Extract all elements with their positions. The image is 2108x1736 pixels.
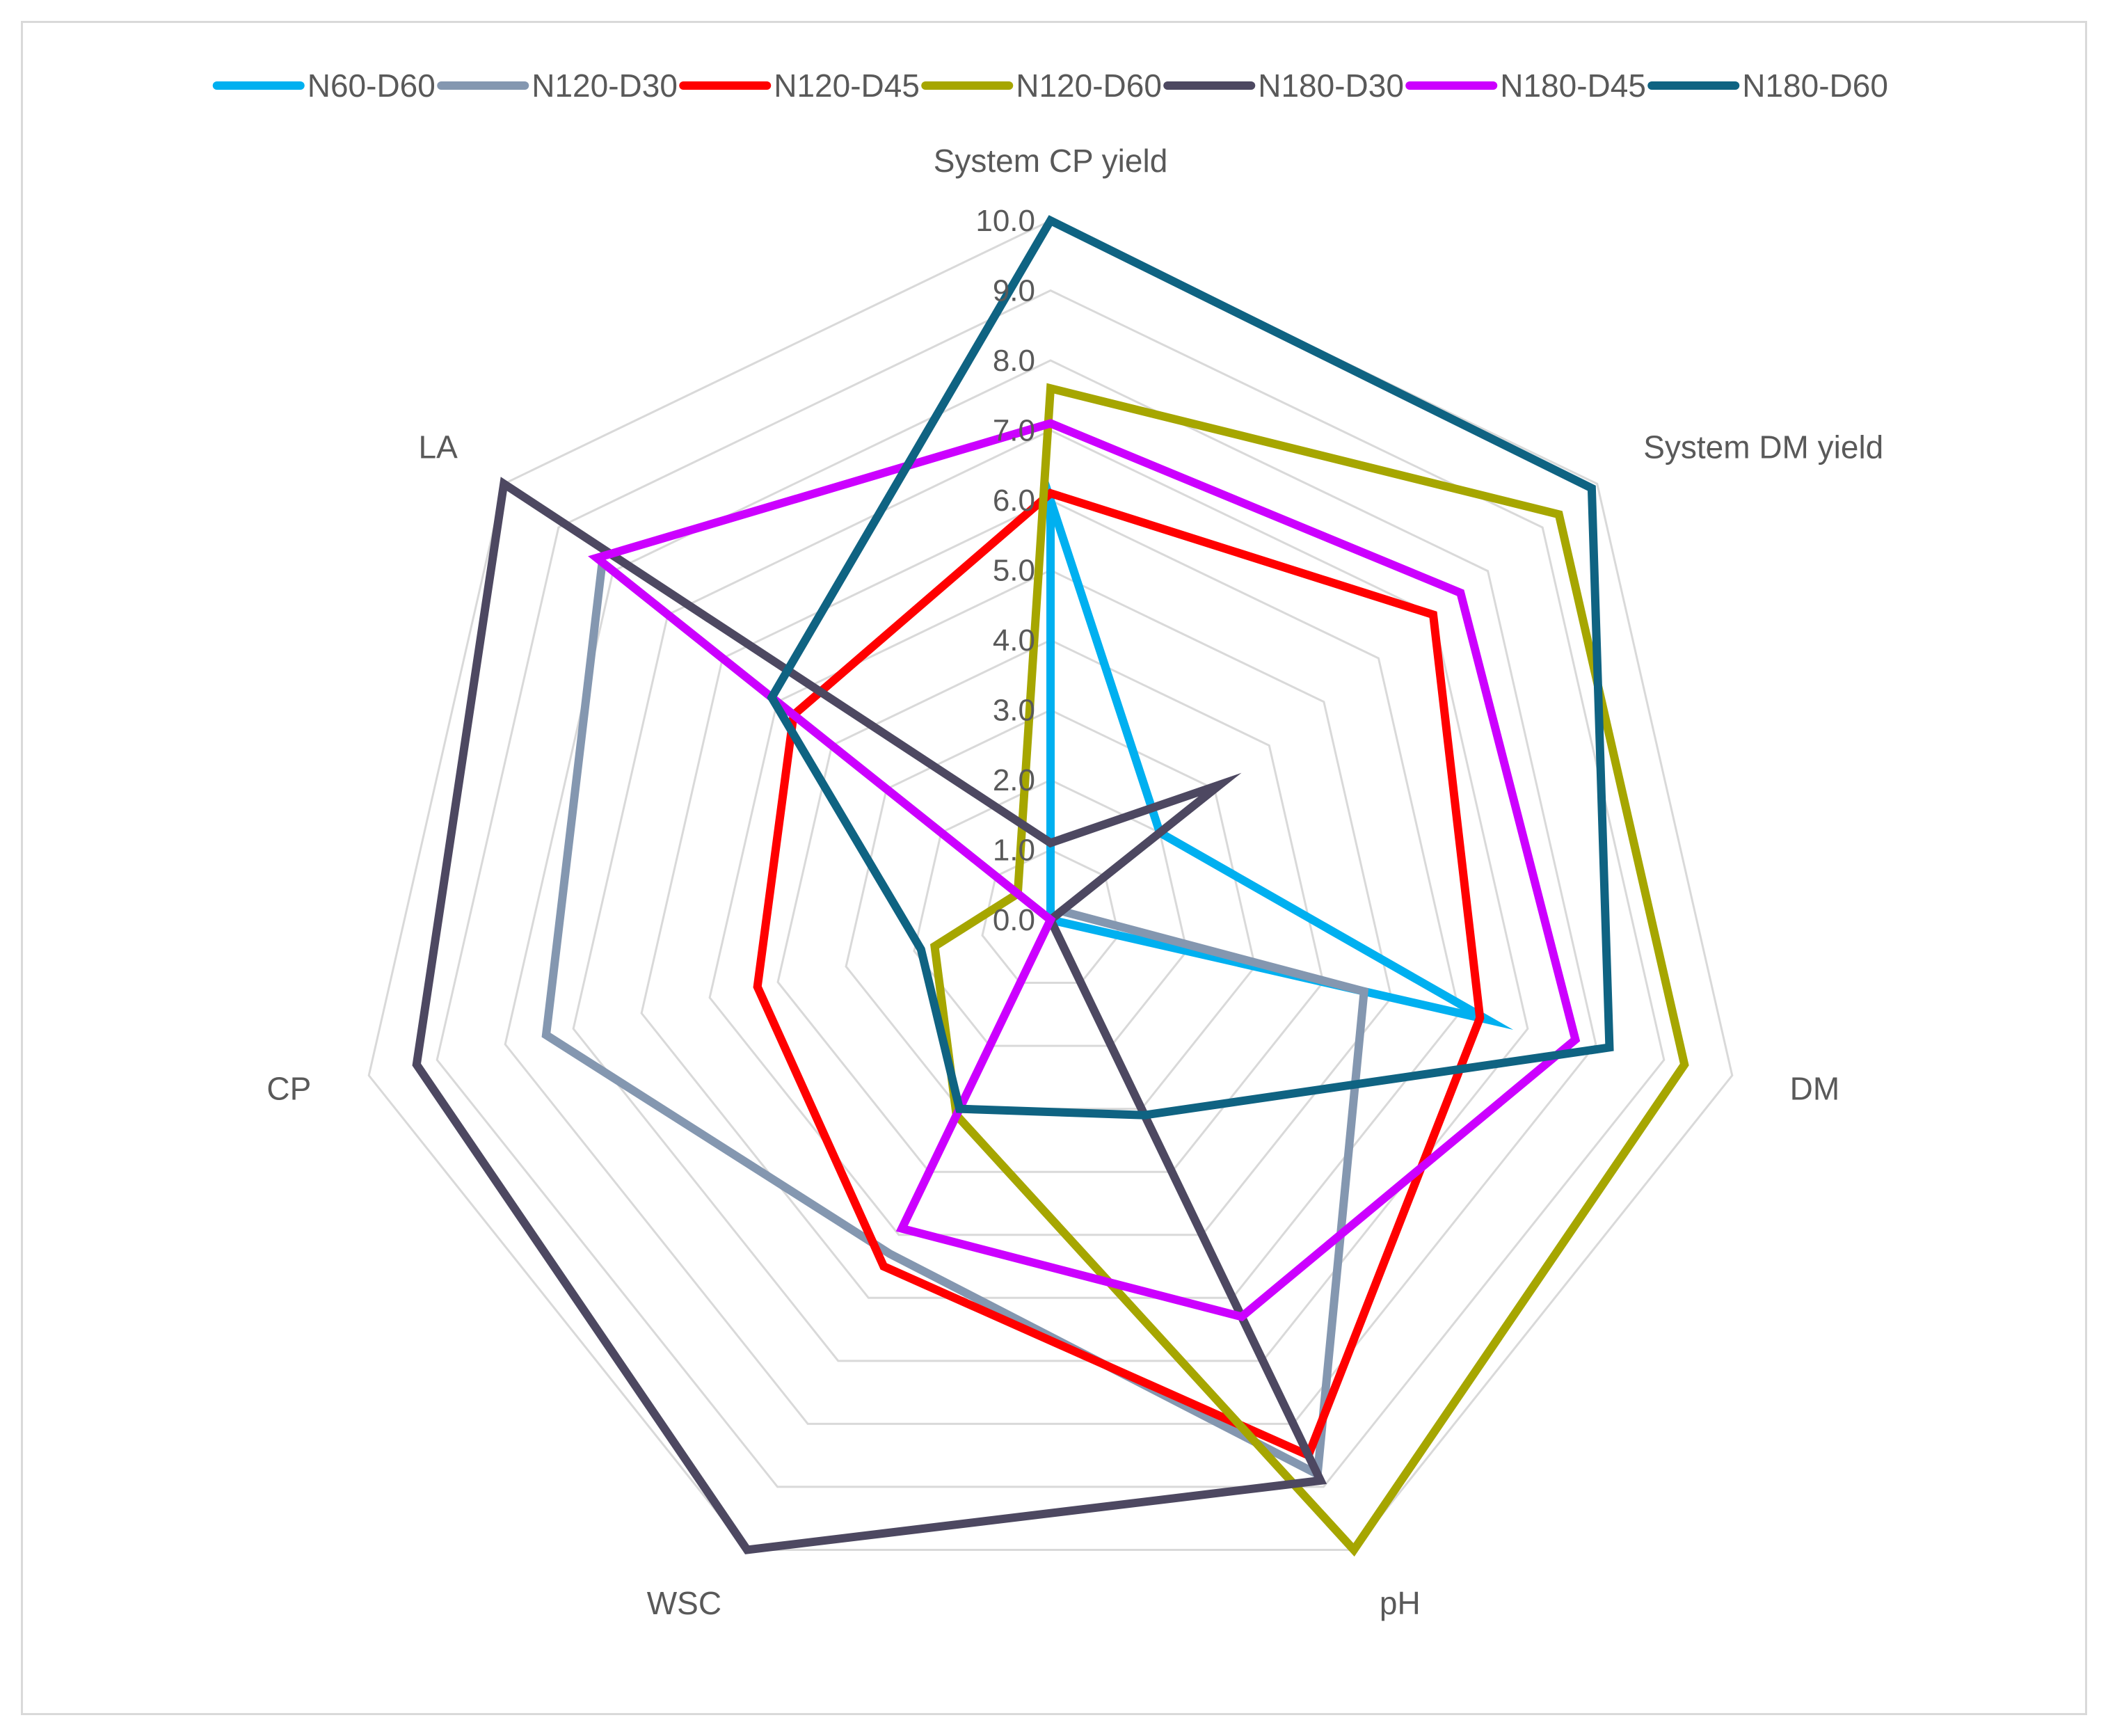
grid-layer [367, 219, 1734, 1551]
tick-label: 4.0 [993, 623, 1035, 658]
tick-label: 6.0 [993, 484, 1035, 518]
legend-label: N180-D30 [1258, 67, 1404, 104]
legend-label: N180-D45 [1500, 67, 1646, 104]
tick-label: 3.0 [993, 694, 1035, 728]
series-line-n180-d45 [588, 419, 1581, 1322]
tick-label: 2.0 [993, 763, 1035, 797]
grid-ring-1 [981, 848, 1120, 985]
grid-ring-6 [640, 499, 1461, 1299]
legend-item-n60-d60: N60-D60 [212, 67, 436, 104]
legend-label: N120-D45 [774, 67, 920, 104]
series-layer [412, 215, 1689, 1557]
axis-label: System DM yield [1643, 429, 1883, 465]
legend-label: N120-D60 [1016, 67, 1162, 104]
axis-label: System CP yield [934, 143, 1168, 179]
grid-ring-10 [367, 219, 1734, 1551]
tick-label: 0.0 [993, 903, 1035, 937]
axis-label: LA [419, 429, 458, 465]
tick-label: 8.0 [993, 344, 1035, 378]
legend-item-n120-d60: N120-D60 [921, 67, 1162, 104]
tick-label: 5.0 [993, 554, 1035, 588]
legend-label: N120-D30 [532, 67, 678, 104]
axis-label: pH [1380, 1585, 1421, 1621]
legend-item-n120-d45: N120-D45 [679, 67, 920, 104]
series-line-n120-d60 [929, 383, 1689, 1557]
legend-label: N180-D60 [1742, 67, 1888, 104]
tick-label: 9.0 [993, 274, 1035, 308]
series-line-n180-d30 [412, 477, 1327, 1554]
tick-label: 10.0 [975, 204, 1035, 238]
series-line-n120-d30 [541, 554, 1369, 1481]
axis-label: CP [266, 1071, 311, 1107]
tick-label: 1.0 [993, 834, 1035, 868]
grid-ring-7 [572, 429, 1529, 1362]
grid-ring-2 [913, 779, 1188, 1047]
legend-item-n120-d30: N120-D30 [437, 67, 678, 104]
series-line-n60-d60 [1046, 474, 1514, 1030]
grid-ring-5 [708, 568, 1393, 1236]
axis-labels: System CP yield System DM yield DM pH WSC CP L… [266, 143, 1883, 1621]
axis-label: WSC [647, 1585, 721, 1621]
grid-ring-9 [436, 289, 1666, 1488]
axis-label: DM [1790, 1071, 1840, 1107]
legend-item-n180-d60: N180-D60 [1647, 67, 1888, 104]
tick-labels: 0.0 1.0 2.0 3.0 4.0 5.0 6.0 7.0 8.0 9.0 10.0 [975, 204, 1035, 937]
legend-item-n180-d30: N180-D30 [1163, 67, 1404, 104]
tick-label: 7.0 [993, 414, 1035, 448]
series-line-n180-d60 [767, 215, 1614, 1120]
series-line-n120-d45 [753, 488, 1485, 1461]
legend: N60-D60 N120-D30 N120-D45 N120-D60 N180-D30 N… [212, 67, 1888, 104]
legend-label: N60-D60 [308, 67, 436, 104]
legend-item-n180-d45: N180-D45 [1405, 67, 1646, 104]
